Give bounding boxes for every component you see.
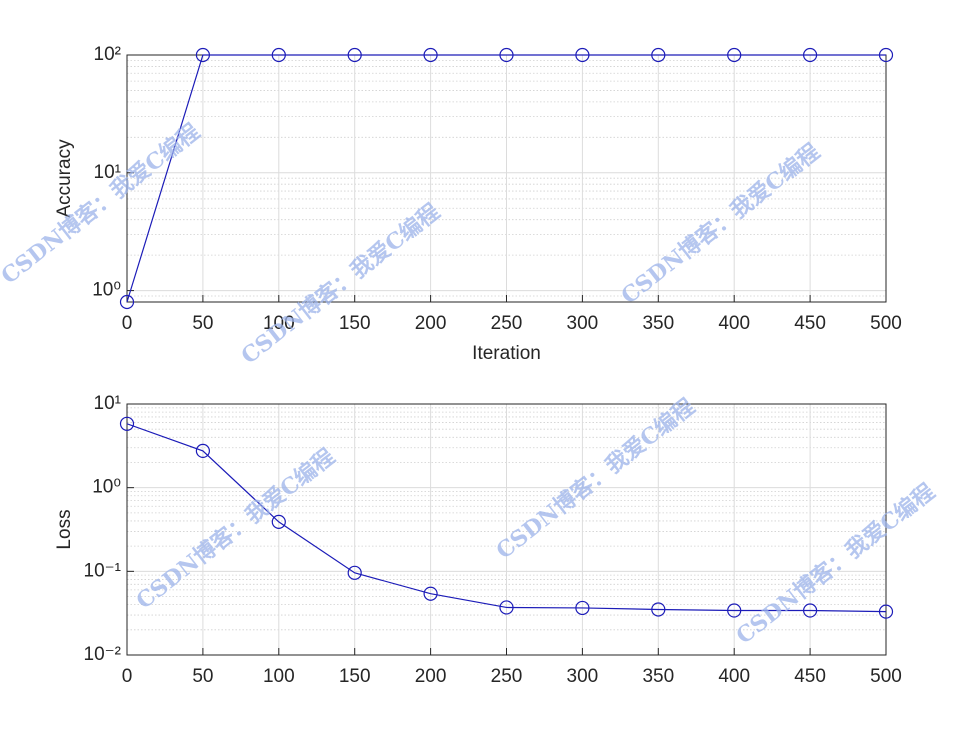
x-tick-label: 450 (794, 313, 826, 334)
marker (423, 586, 438, 601)
x-tick-label: 100 (263, 666, 295, 687)
axes-box (126, 403, 887, 656)
y-tick-label: 10¹ (94, 162, 121, 183)
marker (575, 47, 590, 63)
marker (802, 47, 818, 63)
marker (727, 603, 742, 618)
line (126, 54, 886, 303)
y-tick-label: 10⁰ (92, 280, 121, 301)
subplot: 0 50 100 150 200 250 300 350 400 450 500 10⁰ 10¹ 10² A… (54, 44, 902, 364)
x-axis-label: Iteration (472, 343, 541, 364)
marker (119, 294, 135, 310)
marker (271, 47, 286, 63)
x-tick-label: 250 (491, 666, 523, 687)
marker (423, 47, 438, 63)
marker (347, 47, 362, 63)
marker (651, 602, 666, 617)
marker (119, 416, 135, 431)
marker (878, 604, 894, 619)
x-tick-label: 500 (870, 666, 902, 687)
y-tick-label: 10⁰ (92, 477, 121, 498)
marker (651, 47, 666, 63)
x-tick-label: 400 (718, 313, 750, 334)
x-tick-label: 500 (870, 313, 902, 334)
marker (195, 47, 210, 63)
y-tick-label: 10⁻² (84, 644, 122, 665)
x-tick-label: 400 (718, 666, 750, 687)
x-tick-label: 50 (192, 313, 213, 334)
marker (727, 47, 742, 63)
x-tick-label: 300 (567, 313, 599, 334)
x-tick-label: 200 (415, 313, 447, 334)
line (126, 423, 887, 613)
x-tick-label: 350 (642, 666, 674, 687)
marker (499, 600, 514, 615)
x-tick-label: 300 (567, 666, 599, 687)
x-tick-label: 0 (122, 313, 133, 334)
marker (575, 600, 590, 616)
x-tick-label: 150 (339, 666, 371, 687)
x-tick-label: 200 (415, 666, 447, 687)
marker (271, 514, 286, 529)
subplot: 0 50 100 150 200 250 300 350 400 450 500 10⁻² 10⁻¹ 10… (54, 393, 902, 687)
marker (802, 603, 818, 618)
x-tick-label: 100 (263, 313, 295, 334)
x-tick-label: 150 (339, 313, 371, 334)
y-axis-label: Loss (54, 509, 75, 549)
marker (878, 47, 894, 63)
x-tick-label: 0 (122, 666, 133, 687)
marker (195, 443, 210, 459)
y-tick-label: 10⁻¹ (84, 560, 122, 581)
marker (499, 47, 514, 63)
y-tick-label: 10¹ (94, 393, 121, 414)
x-tick-label: 450 (794, 666, 826, 687)
x-tick-label: 350 (642, 313, 674, 334)
x-tick-label: 250 (491, 313, 523, 334)
y-tick-label: 10² (94, 44, 121, 65)
y-axis-label: Accuracy (54, 139, 75, 218)
marker (347, 565, 362, 580)
x-tick-label: 50 (192, 666, 213, 687)
